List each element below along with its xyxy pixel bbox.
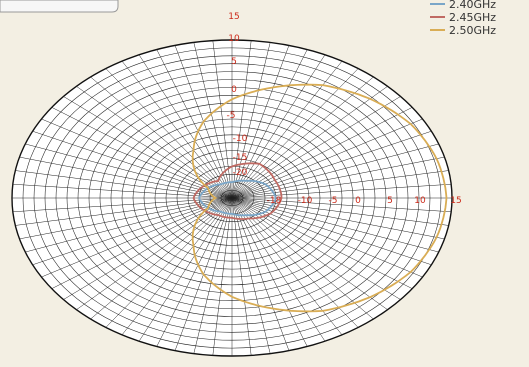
- grid-spoke: [231, 76, 374, 199]
- grid-spoke: [32, 197, 233, 266]
- series-curve: [197, 179, 277, 217]
- grid-spoke: [76, 86, 233, 199]
- grid-spoke: [156, 49, 233, 199]
- grid-spoke: [25, 197, 233, 253]
- radial-tick-label: 10: [228, 34, 240, 44]
- grid-spoke: [231, 40, 252, 199]
- grid-spoke: [231, 118, 423, 199]
- grid-spoke: [231, 197, 401, 300]
- grid-spoke: [231, 45, 290, 199]
- radial-tick-label: -15: [233, 153, 248, 163]
- grid-spoke: [138, 197, 233, 342]
- grid-spoke: [63, 197, 233, 300]
- pattern-curves: [191, 83, 448, 313]
- radial-tick-label: 0: [231, 85, 237, 95]
- grid-spoke: [25, 143, 233, 199]
- horizontal-tick-label: -10: [298, 196, 313, 206]
- horizontal-tick-label: 15: [450, 196, 461, 206]
- grid-spoke: [231, 197, 271, 354]
- grid-spoke: [231, 96, 401, 199]
- grid-spoke: [231, 197, 290, 351]
- grid-spoke: [231, 197, 423, 278]
- horizontal-tick-label: 0: [355, 196, 361, 206]
- grid-spoke: [231, 197, 452, 213]
- series-curve: [191, 83, 448, 313]
- polar-grid: [12, 40, 452, 356]
- radial-tick-label: -5: [227, 111, 236, 121]
- grid-spoke: [231, 68, 359, 199]
- legend-label: 2.40GHz: [449, 0, 496, 11]
- grid-spoke: [231, 197, 388, 310]
- grid-spoke: [231, 197, 308, 347]
- grid-spoke: [76, 197, 233, 310]
- legend-label: 2.45GHz: [449, 11, 496, 24]
- toolbar-tab: [0, 0, 119, 13]
- grid-spoke: [231, 197, 343, 335]
- grid-spoke: [90, 76, 233, 199]
- radial-tick-label: 15: [228, 12, 239, 22]
- grid-spoke: [41, 118, 233, 199]
- grid-spoke: [105, 68, 233, 199]
- grid-spoke: [231, 197, 449, 226]
- grid-spoke: [231, 197, 359, 328]
- series-curve: [192, 162, 283, 220]
- grid-spoke: [193, 197, 233, 354]
- grid-spoke: [231, 42, 271, 199]
- tick-labels: 15 10 5 0 -5 -10 -15 -20 -18 -10 -5 0 5 10 15: [227, 12, 462, 206]
- grid-spoke: [90, 197, 233, 320]
- grid-spoke: [231, 49, 308, 199]
- grid-spoke: [121, 197, 233, 335]
- grid-spoke: [231, 86, 388, 199]
- horizontal-tick-label: -18: [267, 196, 282, 206]
- radial-tick-label: 5: [231, 57, 237, 67]
- grid-spoke: [32, 130, 233, 199]
- grid-spoke: [231, 156, 445, 199]
- legend-label: 2.50GHz: [449, 24, 496, 37]
- grid-spoke: [156, 197, 233, 347]
- grid-spoke: [231, 197, 252, 356]
- grid-spoke: [231, 197, 445, 240]
- grid-spoke: [138, 54, 233, 199]
- radial-tick-label: -20: [233, 168, 248, 178]
- grid-spoke: [231, 197, 432, 266]
- grid-spoke: [231, 54, 326, 199]
- grid-spoke: [231, 143, 439, 199]
- grid-spoke: [41, 197, 233, 278]
- grid-spoke: [212, 40, 233, 199]
- horizontal-tick-label: 5: [387, 196, 393, 206]
- grid-spoke: [231, 183, 452, 199]
- grid-spoke: [231, 170, 449, 199]
- grid-spoke: [231, 197, 439, 253]
- grid-spoke: [212, 197, 233, 356]
- grid-spoke: [231, 197, 326, 342]
- grid-spoke: [105, 197, 233, 328]
- horizontal-tick-label: -5: [329, 196, 338, 206]
- grid-spoke: [231, 130, 432, 199]
- radial-tick-label: -10: [233, 134, 248, 144]
- grid-spoke: [193, 42, 233, 199]
- grid-spoke: [63, 96, 233, 199]
- horizontal-tick-label: 10: [414, 196, 426, 206]
- grid-spoke: [231, 61, 343, 199]
- grid-spoke: [121, 61, 233, 199]
